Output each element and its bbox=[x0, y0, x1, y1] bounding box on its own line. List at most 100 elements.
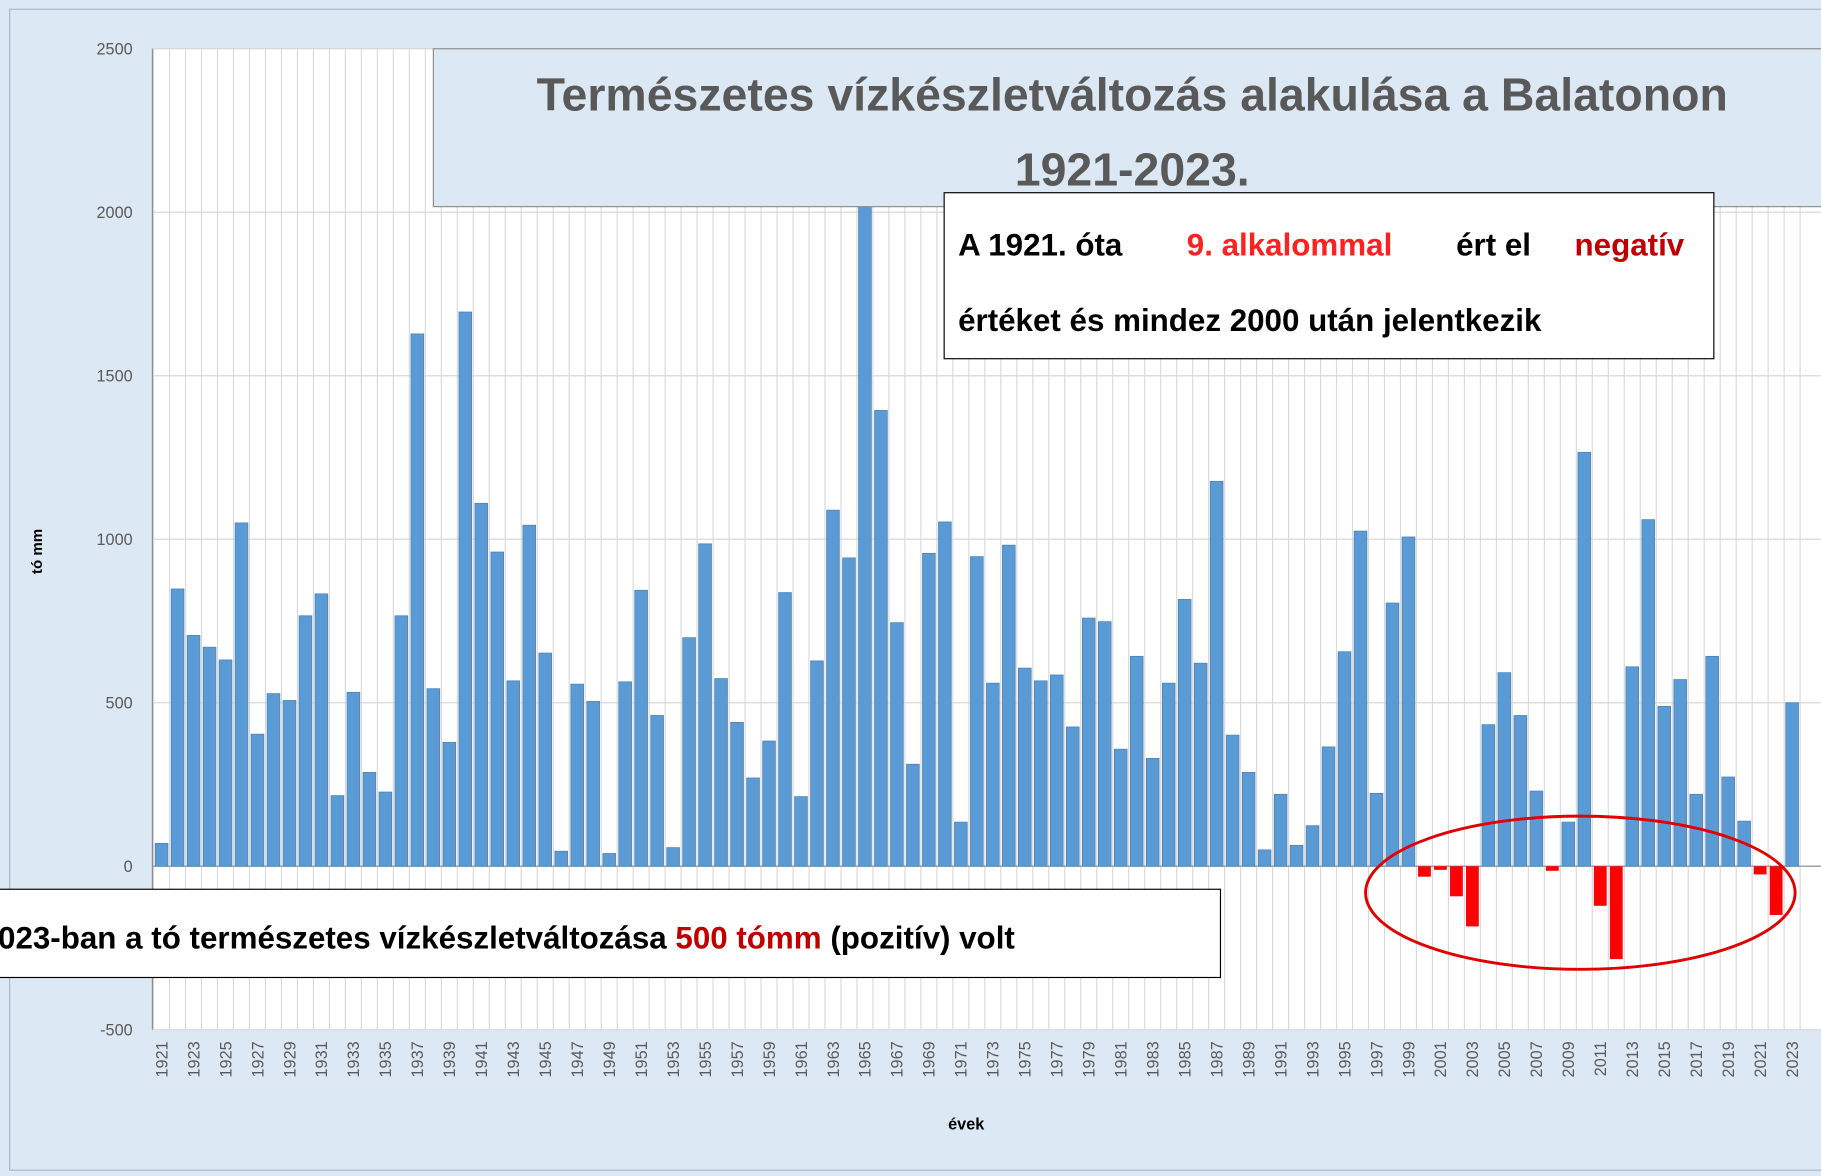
y-tick-label: -500 bbox=[100, 1022, 133, 1040]
x-tick-label: 1923 bbox=[185, 1041, 203, 1077]
bar bbox=[1002, 544, 1016, 867]
bar bbox=[1257, 849, 1272, 867]
bar bbox=[458, 311, 473, 867]
x-tick-label: 1931 bbox=[313, 1041, 331, 1077]
bar bbox=[1209, 481, 1224, 867]
x-tick-label: 1947 bbox=[569, 1041, 587, 1077]
bar bbox=[1018, 667, 1032, 867]
x-tick-label: 1939 bbox=[441, 1041, 459, 1077]
bar bbox=[634, 589, 648, 867]
bar bbox=[170, 588, 185, 867]
bar bbox=[1082, 617, 1096, 867]
bar bbox=[538, 652, 552, 867]
annotation-part: 023-ban a tó természetes vízkészletválto… bbox=[0, 920, 675, 955]
bar bbox=[218, 659, 233, 867]
bar bbox=[1353, 530, 1368, 867]
bar bbox=[1066, 726, 1080, 867]
x-tick-label: 1935 bbox=[377, 1041, 395, 1077]
bar bbox=[826, 509, 840, 867]
bar bbox=[762, 740, 776, 867]
bar bbox=[554, 850, 568, 867]
bar bbox=[442, 741, 457, 867]
bars bbox=[154, 202, 1799, 960]
bar bbox=[234, 522, 249, 867]
x-tick-label: 2001 bbox=[1432, 1041, 1450, 1077]
y-tick-label: 2000 bbox=[97, 204, 133, 222]
x-tick-label: 1949 bbox=[601, 1041, 619, 1077]
bar bbox=[1705, 655, 1719, 867]
x-tick-label: 1981 bbox=[1113, 1041, 1131, 1077]
bar bbox=[666, 847, 680, 867]
bar bbox=[1673, 679, 1687, 867]
bar bbox=[1177, 599, 1192, 867]
x-tick-label: 1977 bbox=[1049, 1041, 1067, 1077]
x-tick-label: 1985 bbox=[1176, 1041, 1194, 1077]
bar bbox=[1466, 866, 1479, 927]
bar bbox=[906, 763, 920, 867]
bar bbox=[1289, 844, 1304, 867]
bar bbox=[282, 700, 297, 867]
bar bbox=[698, 543, 712, 867]
x-tick-label: 2013 bbox=[1624, 1041, 1642, 1077]
y-tick-label: 2500 bbox=[97, 41, 133, 59]
annotation-box bbox=[943, 192, 1715, 360]
bar bbox=[1625, 666, 1640, 867]
bar bbox=[394, 615, 409, 867]
bar bbox=[410, 333, 425, 867]
bar bbox=[1545, 866, 1559, 871]
annotation: értéket és mindez 2000 után jelentkezik bbox=[958, 303, 1542, 338]
bar bbox=[1193, 662, 1208, 867]
bar bbox=[474, 502, 489, 867]
bar bbox=[1225, 734, 1240, 867]
bar bbox=[154, 842, 169, 867]
bar bbox=[1481, 724, 1496, 867]
bar bbox=[1113, 748, 1128, 867]
bar bbox=[1097, 621, 1112, 867]
x-tick-label: 1965 bbox=[857, 1041, 875, 1077]
bar bbox=[586, 701, 600, 867]
bar bbox=[1769, 866, 1783, 915]
annotation-part: (pozitív) volt bbox=[822, 920, 1016, 955]
x-tick-label: 1955 bbox=[697, 1041, 715, 1077]
y-tick-label: 1000 bbox=[97, 531, 133, 549]
bar bbox=[570, 683, 584, 867]
x-tick-label: 1987 bbox=[1208, 1041, 1226, 1077]
x-axis-label: évek bbox=[948, 1116, 985, 1134]
x-tick-label: 1943 bbox=[505, 1041, 523, 1077]
x-tick-label: 1951 bbox=[633, 1041, 651, 1077]
bar bbox=[1321, 746, 1336, 867]
bar bbox=[618, 681, 632, 867]
bar bbox=[938, 521, 952, 867]
bar bbox=[714, 678, 728, 867]
bar bbox=[1273, 793, 1288, 867]
x-tick-label: 2007 bbox=[1528, 1041, 1546, 1077]
bar bbox=[1753, 866, 1767, 875]
highlight-ellipse bbox=[1364, 814, 1797, 971]
x-tick-label: 1927 bbox=[249, 1041, 267, 1077]
chart-title: 1921-2023. bbox=[1015, 144, 1250, 196]
bar bbox=[650, 715, 664, 867]
bar bbox=[266, 693, 281, 867]
x-tick-label: 1971 bbox=[953, 1041, 971, 1077]
bar bbox=[1385, 602, 1400, 867]
bar bbox=[362, 772, 377, 867]
annotation-part: negatív bbox=[1575, 227, 1685, 262]
bar bbox=[890, 622, 904, 867]
x-tick-label: 1983 bbox=[1144, 1041, 1162, 1077]
x-tick-label: 2005 bbox=[1496, 1041, 1514, 1077]
bar bbox=[922, 552, 936, 867]
x-tick-label: 1921 bbox=[153, 1041, 171, 1077]
annotation: A 1921. óta 9. alkalommal ért el negatív bbox=[958, 227, 1685, 262]
x-tick-label: 2009 bbox=[1560, 1041, 1578, 1077]
bar bbox=[1418, 866, 1431, 877]
x-tick-label: 1959 bbox=[761, 1041, 779, 1077]
bar bbox=[970, 556, 984, 867]
bar bbox=[314, 593, 329, 867]
y-tick-label: 0 bbox=[124, 858, 133, 876]
x-tick-label: 1995 bbox=[1336, 1041, 1354, 1077]
annotation-part: A 1921. óta bbox=[958, 227, 1123, 262]
bar bbox=[1657, 705, 1671, 867]
bar bbox=[1337, 651, 1352, 867]
